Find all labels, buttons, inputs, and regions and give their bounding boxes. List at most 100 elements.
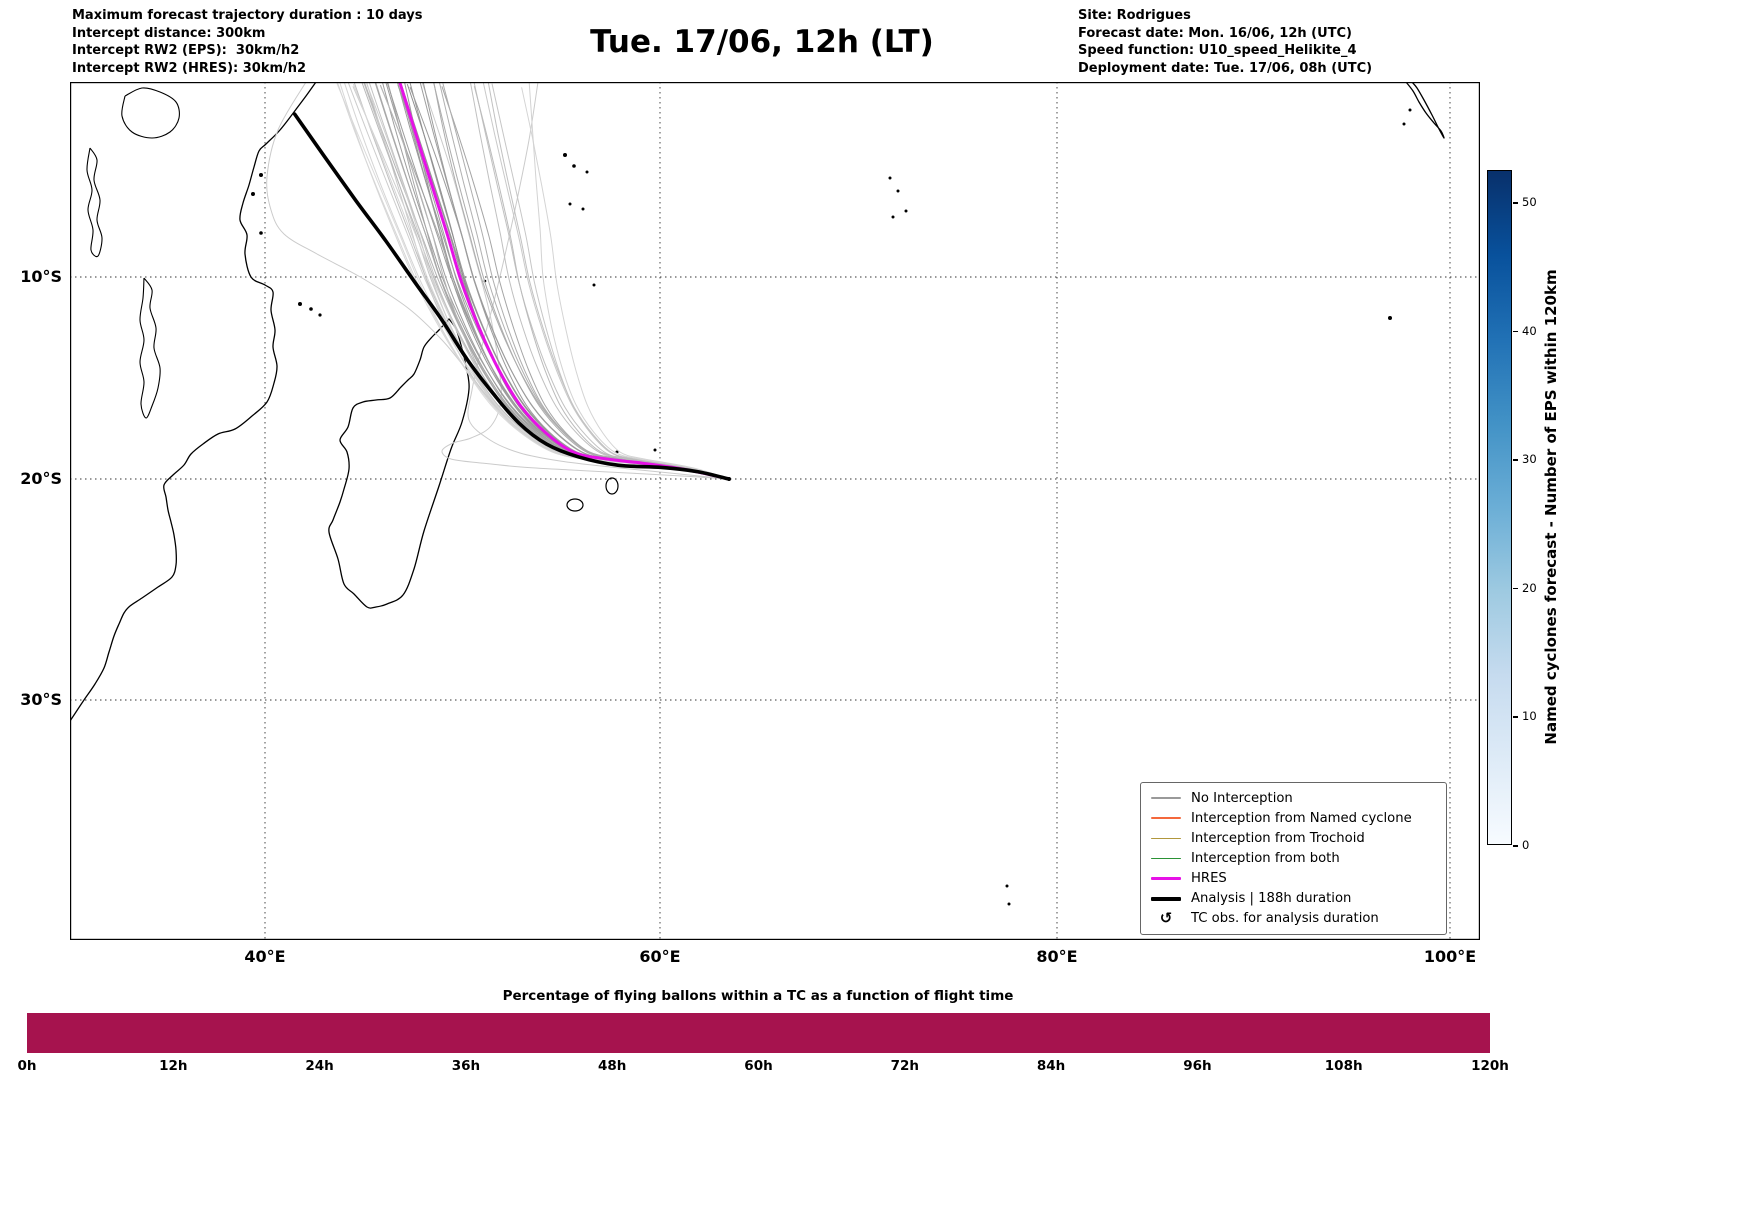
colorbar-tick-label: 40 <box>1522 323 1537 338</box>
header-left-line: Intercept distance: 300km <box>72 25 266 41</box>
legend-line-sample <box>1151 837 1181 840</box>
map-legend: No Interception Interception from Named c… <box>1140 782 1447 935</box>
bottom-chart-bar <box>27 1013 1490 1053</box>
colorbar-tick <box>1513 202 1518 204</box>
legend-line <box>1151 877 1181 881</box>
legend-item: No Interception <box>1151 791 1436 806</box>
analysis-trajectory <box>292 112 731 481</box>
lake-outline <box>139 277 161 419</box>
legend-item: Analysis | 188h duration <box>1151 891 1436 906</box>
ensemble-trajectory <box>528 82 730 480</box>
ensemble-trajectory <box>339 82 730 480</box>
legend-item: Interception from Named cyclone <box>1151 811 1436 826</box>
island-dot <box>888 176 892 180</box>
legend-line <box>1151 837 1181 840</box>
colorbar-tick-label: 20 <box>1522 580 1537 595</box>
legend-line-sample <box>1151 817 1181 819</box>
header-left-line: Intercept RW2 (HRES): 30km/h2 <box>72 60 307 76</box>
legend-line <box>1151 897 1181 901</box>
map-frame <box>70 82 1480 940</box>
island-dot <box>1007 902 1011 906</box>
island-dot <box>309 307 313 311</box>
island-dot <box>896 189 900 193</box>
bottom-chart-title: Percentage of flying ballons within a TC… <box>502 988 1014 1004</box>
header-right-line: Site: Rodrigues <box>1078 8 1191 23</box>
map-y-tick-label: 10°S <box>20 267 62 287</box>
island-dot <box>585 170 589 174</box>
island-dot <box>891 215 895 219</box>
colorbar-tick <box>1513 459 1518 461</box>
tc-obs-rotate-icon: ↺ <box>1159 909 1173 928</box>
ensemble-outlier-trajectory <box>467 82 730 480</box>
island-dot <box>1388 316 1392 320</box>
island-dot <box>298 302 302 306</box>
legend-item: ↺ TC obs. for analysis duration <box>1151 909 1436 928</box>
colorbar-tick <box>1513 845 1518 847</box>
map-y-tick-label: 20°S <box>20 469 62 489</box>
legend-item: Interception from both <box>1151 851 1436 866</box>
island-outline <box>566 498 584 512</box>
ensemble-trajectory <box>419 82 730 480</box>
legend-item-label: Interception from Named cyclone <box>1191 810 1412 826</box>
colorbar-tick-label: 10 <box>1522 709 1537 724</box>
ensemble-trajectory <box>473 85 730 480</box>
map-x-tick-label: 40°E <box>244 947 286 966</box>
colorbar-tick <box>1513 330 1518 333</box>
colorbar-tick-label: 50 <box>1522 195 1537 210</box>
hres-trajectory <box>398 82 731 481</box>
legend-line-sample <box>1151 797 1181 799</box>
legend-item-label: No Interception <box>1191 790 1293 806</box>
island-dot <box>653 448 657 452</box>
island-dot <box>1402 122 1406 126</box>
bottom-x-tick-label: 0h <box>17 1058 37 1074</box>
header-right-line: Deployment date: Tue. 17/06, 08h (UTC) <box>1078 60 1373 76</box>
legend-item: HRES <box>1151 871 1436 886</box>
legend-line-sample <box>1151 857 1181 860</box>
trajectory-map <box>70 82 1480 940</box>
bottom-x-tick-label: 108h <box>1324 1058 1363 1074</box>
header-left-line: Maximum forecast trajectory duration : 1… <box>72 8 423 23</box>
bottom-x-tick-label: 96h <box>1183 1058 1212 1074</box>
island-dot <box>1005 884 1009 888</box>
header-left-info: Maximum forecast trajectory duration : 1… <box>72 7 423 77</box>
figure-title: Tue. 17/06, 12h (LT) <box>590 24 934 60</box>
legend-item-label: Interception from Trochoid <box>1191 830 1365 846</box>
island-dot <box>581 207 585 211</box>
bottom-x-tick-label: 24h <box>305 1058 334 1074</box>
ensemble-outlier-trajectory <box>421 82 730 480</box>
legend-item-label: Analysis | 188h duration <box>1191 891 1352 907</box>
bottom-x-tick-label: 60h <box>744 1058 773 1074</box>
colorbar <box>1487 170 1512 845</box>
legend-item: Interception from Trochoid <box>1151 831 1436 846</box>
island-dot <box>251 192 255 196</box>
island-dot <box>572 164 576 168</box>
bottom-x-tick-label: 72h <box>890 1058 919 1074</box>
map-x-tick-label: 100°E <box>1423 947 1477 966</box>
island-dot <box>318 313 322 317</box>
ensemble-trajectory <box>347 82 730 480</box>
header-left-line: Intercept RW2 (EPS): 30km/h2 <box>72 43 300 58</box>
header-right-line: Speed function: U10_speed_Helikite_4 <box>1078 43 1357 58</box>
legend-line <box>1151 817 1181 819</box>
map-x-tick-label: 80°E <box>1036 947 1078 966</box>
colorbar-tick <box>1513 716 1518 718</box>
header-right-info: Site: Rodrigues Forecast date: Mon. 16/06… <box>1078 7 1372 77</box>
coastline <box>328 318 470 609</box>
colorbar-tick-label: 0 <box>1522 838 1530 852</box>
map-x-tick-label: 60°E <box>639 947 681 966</box>
island-dot <box>592 283 596 287</box>
bottom-x-tick-label: 12h <box>159 1058 188 1074</box>
bottom-x-tick-label: 48h <box>597 1058 627 1074</box>
colorbar-axis-label: Named cyclones forecast - Number of EPS … <box>1542 269 1560 745</box>
lake-outline <box>121 87 180 139</box>
island-dot <box>904 209 908 213</box>
lake-outline <box>86 147 103 258</box>
legend-line-sample <box>1151 877 1181 881</box>
bottom-x-tick-label: 36h <box>451 1058 481 1074</box>
legend-item-label: HRES <box>1191 871 1227 887</box>
coastline <box>70 82 317 722</box>
ensemble-trajectory <box>521 87 730 480</box>
ensemble-trajectory <box>353 82 730 480</box>
ensemble-outlier-trajectory <box>266 82 730 480</box>
